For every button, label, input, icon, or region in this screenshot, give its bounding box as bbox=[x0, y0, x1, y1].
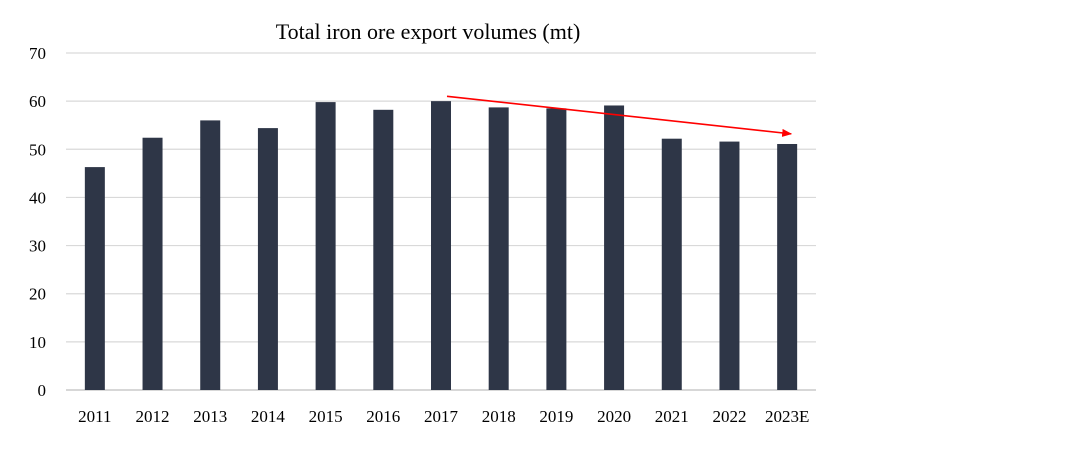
x-tick-label: 2017 bbox=[424, 407, 459, 426]
y-tick-label: 30 bbox=[29, 237, 46, 256]
y-tick-label: 10 bbox=[29, 333, 46, 352]
x-tick-label: 2020 bbox=[597, 407, 631, 426]
bar bbox=[431, 101, 451, 391]
bar bbox=[84, 167, 105, 390]
x-tick-label: 2011 bbox=[78, 407, 111, 426]
y-tick-label: 0 bbox=[38, 381, 47, 400]
bar bbox=[373, 109, 394, 391]
bar bbox=[661, 138, 682, 390]
x-tick-label: 2014 bbox=[251, 407, 286, 426]
y-tick-label: 50 bbox=[29, 140, 46, 159]
bar bbox=[257, 128, 278, 391]
y-axis-ticks: 0 10 20 30 40 50 60 70 bbox=[29, 44, 46, 400]
bar bbox=[488, 107, 509, 390]
x-axis-ticks: 2011 2012 2013 2014 2015 2016 2017 2018 2019 2020… bbox=[78, 407, 809, 426]
x-tick-label: 2018 bbox=[482, 407, 516, 426]
bar bbox=[142, 137, 163, 390]
x-tick-label: 2019 bbox=[539, 407, 573, 426]
bar bbox=[546, 108, 567, 390]
trend-arrow bbox=[446, 95, 793, 137]
y-tick-label: 20 bbox=[29, 285, 46, 304]
x-tick-label: 2022 bbox=[712, 407, 746, 426]
x-tick-label: 2012 bbox=[136, 407, 170, 426]
bars bbox=[84, 101, 798, 391]
x-tick-label: 2023E bbox=[765, 407, 809, 426]
annotations bbox=[446, 95, 793, 137]
chart-title: Total iron ore export volumes (mt) bbox=[276, 19, 581, 44]
x-tick-label: 2013 bbox=[193, 407, 227, 426]
bar bbox=[315, 102, 336, 390]
x-tick-label: 2016 bbox=[366, 407, 400, 426]
bar bbox=[604, 105, 625, 391]
y-tick-label: 70 bbox=[29, 44, 46, 63]
y-tick-label: 40 bbox=[29, 188, 46, 207]
x-tick-label: 2015 bbox=[309, 407, 343, 426]
bar bbox=[200, 120, 221, 391]
x-tick-label: 2021 bbox=[655, 407, 689, 426]
y-tick-label: 60 bbox=[29, 92, 46, 111]
bar bbox=[777, 143, 798, 390]
bar bbox=[719, 141, 740, 390]
